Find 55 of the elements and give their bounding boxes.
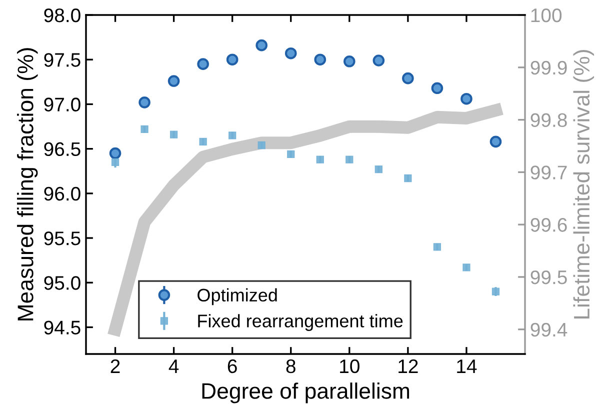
point [402, 72, 414, 84]
point [228, 132, 236, 140]
y2-tick-label: 99.6 [530, 218, 567, 232]
y-tick-label: 96.0 [44, 186, 80, 201]
x-tick-label: 10 [340, 359, 360, 374]
point [462, 264, 470, 272]
y-tick-label: 97.5 [44, 53, 80, 67]
y-axis-title: Measured filling fraction (%) [17, 48, 38, 320]
point [140, 125, 148, 134]
point [168, 75, 180, 87]
point [374, 166, 382, 174]
point [343, 55, 356, 68]
legend-label: Fixed rearrangement time [198, 314, 403, 331]
x-tick-label: 6 [228, 359, 237, 374]
point [256, 39, 268, 52]
y2-axis-title: Lifetime-limited survival (%) [573, 50, 594, 318]
x-tick-label: 4 [168, 360, 179, 373]
point [287, 150, 295, 158]
x-tick-label: 2 [110, 359, 120, 373]
y2-tick-label: 99.8 [530, 113, 567, 128]
x-axis-title: Degree of parallelism [202, 382, 410, 404]
legend-label: Optimized [198, 288, 277, 306]
x-tick-label: 8 [286, 359, 296, 374]
y-tick-label: 94.5 [44, 320, 80, 334]
y2-tick-label: 99.5 [530, 270, 567, 284]
y2-tick-label: 99.4 [530, 322, 568, 337]
point [372, 54, 385, 66]
point [111, 158, 120, 166]
y-tick-label: 96.5 [44, 142, 80, 156]
y-tick-label: 97.0 [44, 98, 80, 112]
y2-tick-label: 100 [531, 8, 562, 22]
x-tick-label: 14 [457, 360, 477, 373]
point [284, 47, 297, 60]
point [314, 54, 326, 66]
y2-tick-label: 99.9 [530, 60, 567, 75]
point [109, 147, 122, 160]
point [138, 96, 150, 108]
y-tick-label: 95.0 [44, 276, 80, 290]
point [492, 288, 500, 296]
point [226, 54, 238, 66]
point [170, 130, 178, 138]
point [199, 138, 207, 146]
point [197, 58, 209, 70]
y-tick-label: 95.5 [44, 231, 80, 246]
point [490, 136, 502, 148]
point [316, 156, 324, 164]
x-tick-label: 12 [398, 359, 418, 373]
point [346, 156, 354, 164]
y2-tick-label: 99.7 [530, 166, 567, 180]
point [258, 141, 266, 150]
point [433, 243, 442, 251]
y-tick-label: 98.0 [44, 8, 80, 22]
point [404, 174, 412, 182]
point [431, 82, 444, 94]
point [460, 92, 472, 105]
